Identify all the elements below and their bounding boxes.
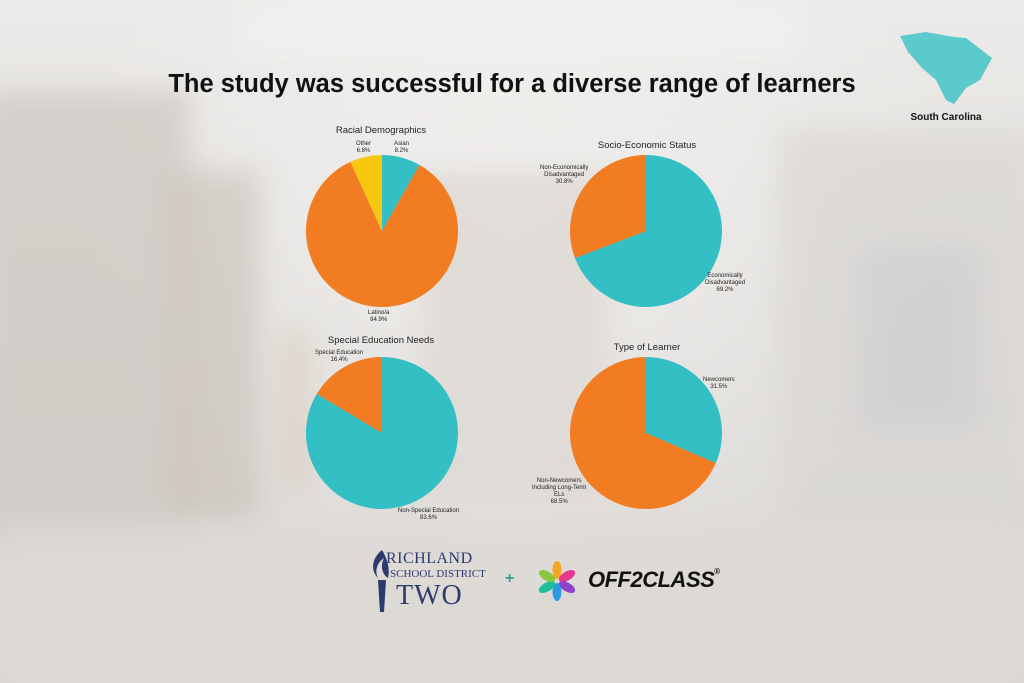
pie-chart-socio-economic-status	[570, 155, 722, 307]
chart-title-racial-demographics: Racial Demographics	[335, 125, 427, 136]
off2class-flower-icon	[538, 561, 576, 601]
off2class-name: OFF2CLASS	[588, 567, 715, 592]
district-name-line2: SCHOOL DISTRICT	[390, 568, 486, 580]
registered-mark: ®	[714, 567, 720, 576]
chart-title-socio-economic-status: Socio-Economic Status	[597, 140, 697, 151]
district-name-line1: RICHLAND	[386, 550, 473, 567]
pie-slice-non-newcomers-including-long-term-els	[570, 357, 716, 509]
state-badge: South Carolina	[896, 28, 1006, 128]
slice-label-other: Other 6.8%	[356, 141, 372, 154]
state-label: South Carolina	[910, 112, 982, 123]
slice-label-non-economically-disadvantaged: Non-Economically Disadvantaged 30.8%	[540, 165, 589, 185]
slice-label-asian: Asian 8.2%	[394, 141, 410, 154]
pie-slice-latino-a	[306, 161, 458, 307]
torch-flame-icon	[373, 550, 389, 612]
richland-school-district-two-logo: RICHLAND SCHOOL DISTRICT TWO	[368, 546, 486, 614]
pie-slice-other	[350, 155, 382, 231]
pie-slice-newcomers	[646, 357, 722, 464]
page-title: The study was successful for a diverse r…	[168, 70, 856, 98]
pie-slice-asian	[382, 155, 420, 231]
slice-label-latino: Latino/a 84.9%	[368, 310, 390, 323]
pie-chart-type-of-learner	[570, 357, 722, 509]
pie-slice-special-education	[316, 357, 382, 433]
slice-label-special-education: Special Education 16.4%	[315, 350, 364, 363]
pie-chart-racial-demographics	[306, 155, 458, 307]
plus-sign: +	[505, 570, 515, 587]
pie-slice-economically-disadvantaged	[574, 155, 722, 307]
chart-title-special-education-needs: Special Education Needs	[327, 335, 435, 346]
south-carolina-map-icon	[900, 32, 992, 104]
slice-label-non-newcomers: Non-Newcomers Including Long-Term ELs 68.5%	[532, 478, 587, 505]
slice-label-newcomers: Newcomers 31.5%	[703, 377, 735, 390]
slice-label-non-special-education: Non-Special Education 83.6%	[398, 508, 460, 521]
off2class-wordmark: OFF2CLASS®	[588, 567, 720, 593]
pie-slice-non-economically-disadvantaged	[570, 155, 646, 259]
slice-label-economically-disadvantaged: Economically Disadvantaged 69.2%	[705, 273, 746, 293]
chart-title-type-of-learner: Type of Learner	[613, 342, 681, 353]
district-name-line3: TWO	[396, 580, 463, 611]
pie-chart-special-education-needs	[306, 357, 458, 509]
partner-logos: RICHLAND SCHOOL DISTRICT TWO + OFF2CLASS…	[0, 540, 1024, 620]
